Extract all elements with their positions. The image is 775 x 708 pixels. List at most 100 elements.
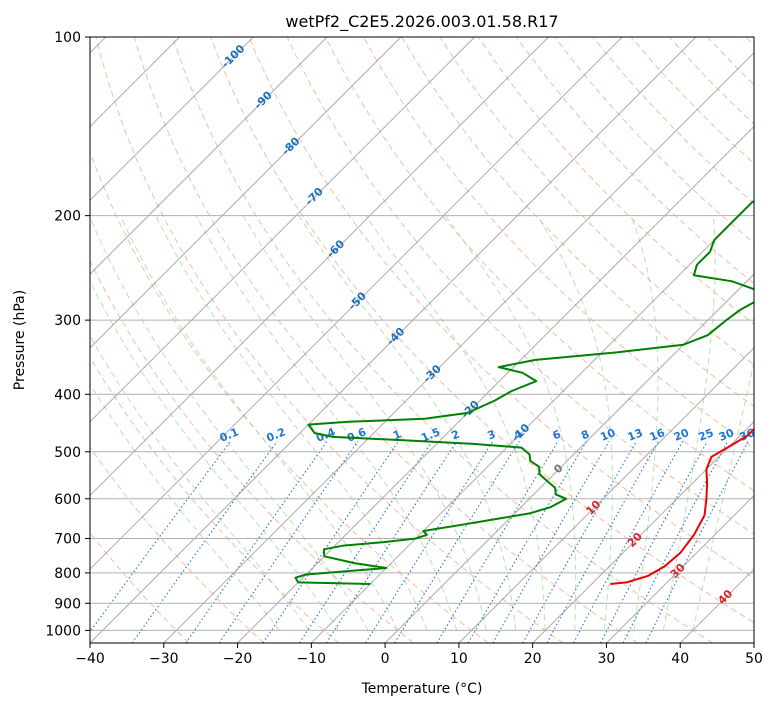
- x-tick-label: −10: [297, 651, 327, 667]
- isotherm-line: [90, 37, 476, 423]
- mixing-ratio-label: 30: [717, 426, 736, 444]
- mixing-ratio-label: 0.1: [218, 425, 241, 444]
- mixing-ratio-label: 1: [391, 428, 403, 443]
- dry-adiabat: [133, 37, 639, 643]
- moist-adiabat: [242, 215, 487, 631]
- isotherm-line: [532, 420, 754, 643]
- x-axis-ticks: −40 −30 −20 −10 0 10 20 30 40 50: [75, 643, 763, 667]
- mixing-ratio-label: 3: [486, 428, 498, 443]
- dry-adiabat: [477, 37, 754, 325]
- y-tick-label: 900: [54, 596, 81, 612]
- mixing-ratio-line: [436, 441, 559, 643]
- y-axis-ticks: 100 200 300 400 500 600 700 800 900 1000: [45, 30, 90, 639]
- isotherm-line: [384, 273, 754, 643]
- isotherm-label: -90: [252, 88, 275, 111]
- mixing-ratio-line: [645, 441, 749, 643]
- x-tick-label: 10: [450, 651, 468, 667]
- isotherm-line: [753, 642, 754, 643]
- isotherm-line: [237, 125, 754, 643]
- isotherm-line: [90, 37, 623, 570]
- isotherm-label: 0: [551, 461, 566, 476]
- dry-adiabat: [90, 446, 265, 643]
- dry-adiabat: [516, 37, 754, 285]
- dry-adiabat: [707, 37, 754, 86]
- mixing-ratio-line: [299, 440, 433, 643]
- chart-title: wetPf2_C2E5.2026.003.01.58.R17: [285, 12, 558, 32]
- dry-adiabat: [554, 37, 754, 244]
- dry-adiabat: [668, 37, 754, 125]
- moist-adiabat: [120, 215, 399, 631]
- dry-adiabat: [90, 532, 190, 643]
- mixing-ratio-label: 0.2: [265, 425, 288, 444]
- isotherm-line: [458, 347, 754, 643]
- mixing-ratio-line: [262, 440, 399, 643]
- y-tick-label: 200: [54, 209, 81, 225]
- plot-frame: [89, 36, 755, 644]
- grid-lines: [90, 37, 754, 643]
- y-tick-label: 300: [54, 313, 81, 329]
- mixing-ratio-label: 16: [648, 426, 667, 444]
- mixing-ratio-line: [467, 441, 588, 643]
- mixing-ratio-label: 25: [696, 426, 715, 444]
- isotherm-label: -50: [346, 289, 369, 312]
- mixing-ratio-label: 13: [626, 426, 645, 444]
- dry-adiabat: [592, 37, 754, 205]
- y-tick-label: 500: [54, 445, 81, 461]
- x-tick-label: −40: [75, 651, 105, 667]
- y-tick-label: 600: [54, 492, 81, 508]
- mixing-ratio-label: 10: [598, 426, 617, 444]
- y-tick-label: 700: [54, 532, 81, 548]
- x-axis-label: Temperature (°C): [361, 681, 483, 697]
- dewpoint-profile: [294, 200, 754, 585]
- x-tick-label: −20: [223, 651, 253, 667]
- dry-adiabat: [363, 37, 754, 449]
- dry-adiabat: [745, 37, 754, 47]
- dry-adiabat: [90, 259, 414, 643]
- x-tick-label: −30: [149, 651, 179, 667]
- isotherm-label: 40: [715, 587, 735, 607]
- moist-adiabat: [90, 334, 310, 631]
- dry-adiabat: [324, 37, 754, 492]
- mixing-ratio-line: [492, 441, 610, 643]
- mixing-ratio-label: 8: [579, 428, 591, 443]
- moist-adiabat: [630, 215, 659, 631]
- y-tick-label: 800: [54, 566, 81, 582]
- dry-adiabat: [630, 37, 754, 165]
- dry-adiabat: [210, 37, 754, 624]
- mixing-ratio-label: 2: [450, 428, 462, 443]
- isotherm-label: -100: [219, 42, 248, 71]
- isotherm-label: -70: [303, 185, 326, 208]
- dry-adiabat: [248, 37, 754, 579]
- isotherm-line: [90, 37, 549, 497]
- mixing-ratio-line: [185, 440, 328, 643]
- isotherm-line: [163, 52, 754, 643]
- x-tick-label: 30: [598, 651, 616, 667]
- x-tick-label: 20: [524, 651, 542, 667]
- mixing-ratio-line: [218, 440, 359, 643]
- x-tick-label: 40: [671, 651, 689, 667]
- isotherm-line: [90, 37, 254, 202]
- temperature-profile: [610, 427, 754, 585]
- dry-adiabat: [95, 37, 564, 643]
- mixing-ratio-label: 20: [672, 426, 691, 444]
- isotherm-line: [90, 37, 697, 643]
- mixing-ratio-line: [522, 441, 637, 643]
- dry-adiabat: [90, 356, 339, 643]
- isotherm-line: [606, 494, 754, 643]
- x-tick-label: 0: [381, 651, 390, 667]
- y-tick-label: 100: [54, 30, 81, 46]
- mixing-ratio-line: [622, 441, 729, 643]
- isotherm-line: [90, 37, 402, 349]
- y-axis-label: Pressure (hPa): [12, 290, 28, 390]
- y-tick-label: 1000: [45, 623, 81, 639]
- isotherm-label: 20: [625, 530, 645, 550]
- dry-adiabat: [401, 37, 754, 407]
- mixing-ratio-line: [394, 441, 520, 643]
- mixing-ratio-line: [131, 440, 278, 643]
- profiles: [294, 200, 754, 585]
- isotherm-line: [310, 199, 754, 643]
- mixing-ratio-line: [90, 440, 231, 633]
- x-tick-label: 50: [745, 651, 763, 667]
- isotherm-line: [90, 37, 328, 275]
